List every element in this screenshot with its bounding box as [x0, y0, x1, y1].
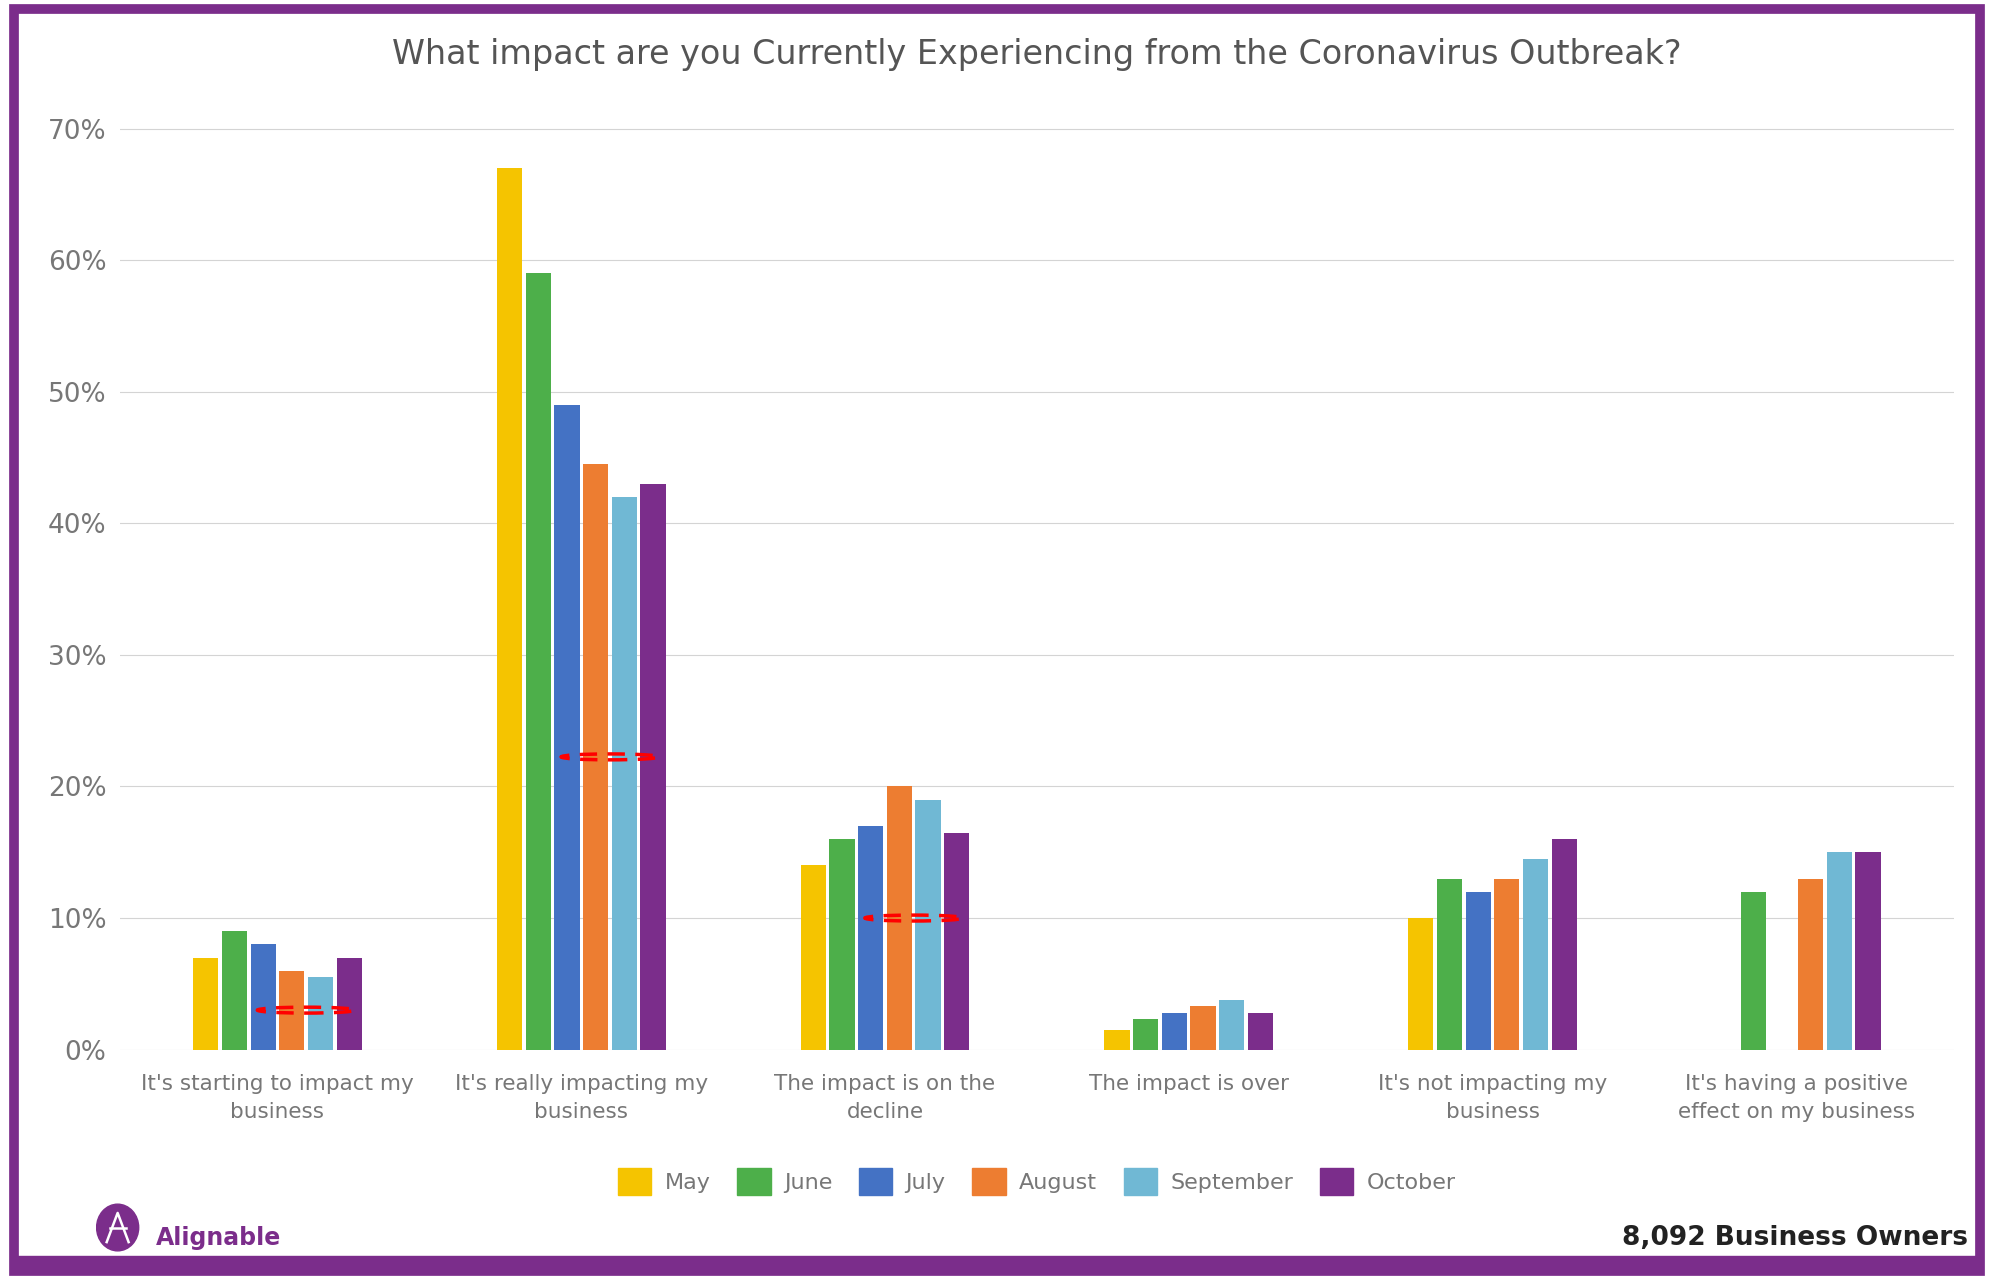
Bar — [1494, 878, 1519, 1050]
Bar — [887, 786, 911, 1050]
Bar — [193, 957, 219, 1050]
Legend: May, June, July, August, September, October: May, June, July, August, September, Octo… — [610, 1160, 1464, 1204]
Circle shape — [96, 1204, 140, 1251]
Bar — [497, 168, 522, 1050]
Text: 8,092 Business Owners: 8,092 Business Owners — [1621, 1225, 1968, 1251]
Bar — [526, 274, 550, 1050]
Bar — [1408, 918, 1434, 1050]
Bar — [582, 465, 608, 1050]
Bar — [830, 840, 855, 1050]
Bar — [1827, 852, 1852, 1050]
Bar — [802, 865, 826, 1050]
Bar — [337, 957, 361, 1050]
Bar — [1105, 1030, 1131, 1050]
Bar — [943, 832, 969, 1050]
Bar — [1854, 852, 1880, 1050]
Bar — [1799, 878, 1823, 1050]
Bar — [1466, 892, 1492, 1050]
Bar — [1190, 1006, 1216, 1050]
Bar — [1523, 859, 1547, 1050]
Title: What impact are you Currently Experiencing from the Coronavirus Outbreak?: What impact are you Currently Experienci… — [393, 37, 1681, 70]
Bar — [857, 826, 883, 1050]
Bar — [612, 497, 636, 1050]
Text: Alignable: Alignable — [156, 1226, 281, 1249]
Bar — [915, 800, 941, 1050]
Bar — [279, 970, 305, 1050]
Bar — [1248, 1012, 1272, 1050]
Bar — [1551, 840, 1577, 1050]
Bar — [1133, 1019, 1159, 1050]
Bar — [1163, 1012, 1186, 1050]
Bar — [554, 404, 580, 1050]
Bar — [251, 945, 275, 1050]
Bar — [307, 977, 333, 1050]
Bar — [1438, 878, 1462, 1050]
Bar — [221, 931, 247, 1050]
Bar — [1218, 1000, 1244, 1050]
Bar — [640, 484, 666, 1050]
Bar — [1741, 892, 1767, 1050]
